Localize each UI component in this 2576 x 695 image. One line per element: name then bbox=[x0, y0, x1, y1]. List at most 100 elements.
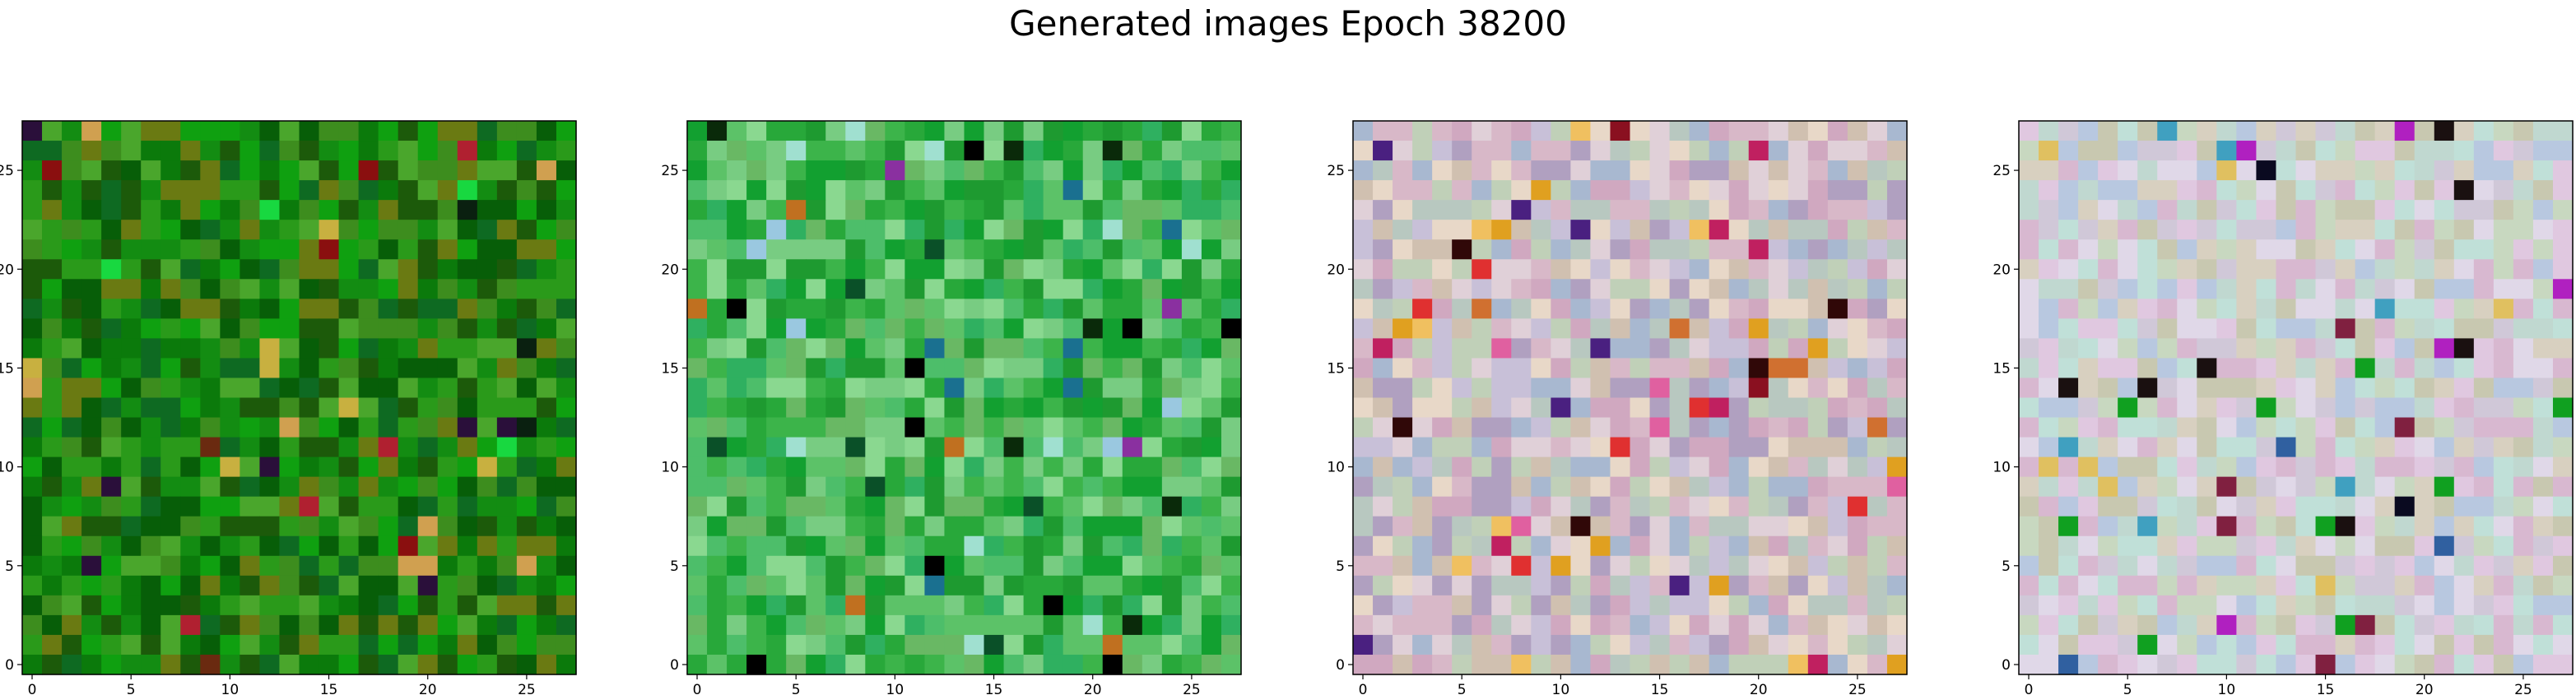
pixel-cell bbox=[477, 121, 498, 141]
pixel-cell bbox=[259, 397, 281, 419]
pixel-cell bbox=[1768, 535, 1789, 557]
pixel-cell bbox=[2197, 358, 2217, 379]
pixel-cell bbox=[1867, 654, 1888, 675]
pixel-cell bbox=[2058, 575, 2079, 596]
pixel-cell bbox=[2058, 358, 2079, 379]
pixel-cell bbox=[964, 595, 985, 616]
pixel-cell bbox=[1082, 279, 1104, 299]
pixel-cell bbox=[1393, 318, 1413, 339]
pixel-cell bbox=[1142, 634, 1163, 656]
pixel-cell bbox=[2513, 535, 2534, 557]
pixel-cell bbox=[1788, 180, 1809, 201]
pixel-cell bbox=[279, 160, 300, 181]
pixel-cell bbox=[1082, 496, 1104, 517]
pixel-cell bbox=[1393, 555, 1413, 577]
pixel-cell bbox=[1709, 614, 1730, 636]
pixel-cell bbox=[1827, 634, 1848, 656]
pixel-cell bbox=[1590, 555, 1611, 577]
pixel-cell bbox=[81, 634, 102, 656]
pixel-cell bbox=[2177, 121, 2197, 141]
pixel-cell bbox=[2355, 417, 2376, 438]
pixel-cell bbox=[1353, 220, 1374, 240]
pixel-cell bbox=[477, 575, 498, 596]
pixel-cell bbox=[1082, 634, 1104, 656]
pixel-cell bbox=[417, 535, 439, 557]
pixel-cell bbox=[2295, 318, 2317, 339]
pixel-cell bbox=[1201, 496, 1222, 517]
pixel-cell bbox=[1728, 220, 1750, 240]
pixel-cell bbox=[496, 141, 518, 161]
pixel-cell bbox=[1748, 516, 1769, 537]
pixel-cell bbox=[1689, 456, 1710, 478]
pixel-cell bbox=[1472, 476, 1492, 498]
pixel-cell bbox=[299, 299, 320, 319]
pixel-cell bbox=[2552, 160, 2574, 181]
pixel-cell bbox=[62, 200, 82, 220]
pixel-cell bbox=[1630, 417, 1651, 438]
pixel-cell bbox=[358, 220, 379, 240]
pixel-cell bbox=[496, 338, 518, 359]
pixel-cell bbox=[1551, 516, 1571, 537]
pixel-cell bbox=[319, 338, 340, 359]
pixel-cell bbox=[180, 456, 201, 478]
pixel-cell bbox=[556, 575, 577, 596]
pixel-cell bbox=[437, 456, 458, 478]
pixel-cell bbox=[1393, 397, 1413, 419]
pixel-cell bbox=[1768, 496, 1789, 517]
pixel-cell bbox=[2374, 378, 2396, 399]
pixel-cell bbox=[259, 378, 281, 399]
pixel-cell bbox=[477, 220, 498, 240]
pixel-cell bbox=[319, 358, 340, 379]
pixel-cell bbox=[1570, 575, 1592, 596]
pixel-cell bbox=[1393, 141, 1413, 161]
pixel-cell bbox=[2197, 200, 2217, 220]
pixel-cell bbox=[1062, 338, 1084, 359]
pixel-cell bbox=[2315, 634, 2337, 656]
pixel-cell bbox=[1161, 180, 1183, 201]
pixel-cell bbox=[437, 299, 458, 319]
pixel-cell bbox=[1221, 634, 1242, 656]
pixel-cell bbox=[2434, 634, 2455, 656]
pixel-cell bbox=[2532, 614, 2554, 636]
pixel-cell bbox=[687, 200, 708, 220]
pixel-cell bbox=[1122, 654, 1143, 675]
pixel-cell bbox=[81, 535, 102, 557]
pixel-cell bbox=[1886, 239, 1908, 260]
pixel-cell bbox=[707, 160, 728, 181]
pixel-cell bbox=[1590, 378, 1611, 399]
pixel-cell bbox=[885, 456, 905, 478]
pixel-cell bbox=[398, 279, 419, 299]
pixel-cell bbox=[437, 476, 458, 498]
pixel-cell bbox=[496, 220, 518, 240]
pixel-cell bbox=[786, 496, 807, 517]
pixel-cell bbox=[766, 141, 787, 161]
pixel-cell bbox=[1353, 259, 1374, 280]
pixel-cell bbox=[2374, 397, 2396, 419]
pixel-cell bbox=[2552, 437, 2574, 458]
pixel-cell bbox=[1847, 358, 1868, 379]
pixel-cell bbox=[1551, 121, 1571, 141]
pixel-cell bbox=[1142, 535, 1163, 557]
pixel-cell bbox=[845, 555, 866, 577]
pixel-cell bbox=[2177, 437, 2197, 458]
pixel-cell bbox=[944, 121, 965, 141]
pixel-cell bbox=[1373, 239, 1393, 260]
pixel-cell bbox=[1551, 634, 1571, 656]
pixel-cell bbox=[727, 358, 747, 379]
pixel-cell bbox=[1043, 239, 1064, 260]
pixel-cell bbox=[457, 338, 478, 359]
pixel-cell bbox=[378, 555, 399, 577]
pixel-cell bbox=[885, 141, 905, 161]
pixel-cell bbox=[2394, 555, 2416, 577]
pixel-cell bbox=[81, 456, 102, 478]
pixel-cell bbox=[1221, 338, 1242, 359]
pixel-cell bbox=[42, 654, 63, 675]
pixel-cell bbox=[786, 397, 807, 419]
pixel-cell bbox=[2513, 160, 2534, 181]
pixel-cell bbox=[2019, 378, 2039, 399]
pixel-cell bbox=[1531, 595, 1551, 616]
pixel-cell bbox=[220, 259, 240, 280]
pixel-cell bbox=[101, 121, 122, 141]
pixel-cell bbox=[727, 141, 747, 161]
pixel-cell bbox=[1393, 200, 1413, 220]
